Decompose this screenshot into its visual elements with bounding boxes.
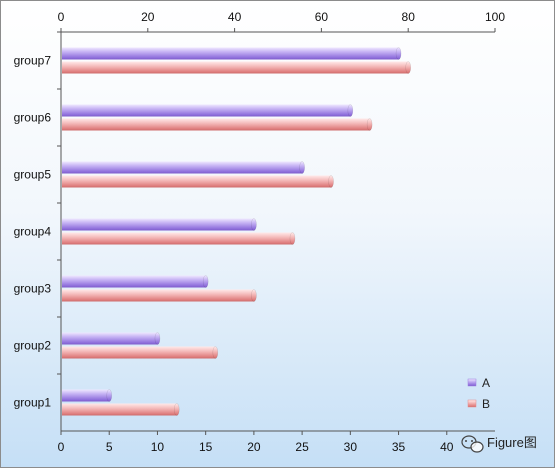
bar-A-group2: [62, 332, 158, 345]
bar-cap: [395, 47, 402, 60]
watermark: Figure图: [461, 435, 537, 453]
bottom-tick-label: 20: [247, 440, 261, 454]
bar-cap: [212, 346, 219, 359]
bar-A-group3: [62, 275, 206, 288]
bar-cap: [299, 161, 305, 174]
bar-A-group1: [62, 389, 110, 402]
bar-cap: [106, 389, 112, 402]
legend-label-A: A: [482, 376, 490, 390]
bar-B-group3: [62, 289, 254, 302]
watermark-text: Figure图: [487, 435, 537, 450]
bar-A-group6: [62, 104, 351, 117]
bottom-tick-label: 25: [295, 440, 309, 454]
top-tick-label: 0: [58, 10, 65, 24]
legend-swatch-B: [467, 399, 477, 408]
bar-cap: [251, 218, 257, 231]
bar-cap: [347, 104, 354, 117]
bar-B-group4: [62, 232, 293, 245]
bottom-tick-label: 30: [344, 440, 358, 454]
category-label: group3: [14, 282, 52, 296]
bottom-tick-label: 10: [151, 440, 165, 454]
top-tick-label: 80: [402, 10, 416, 24]
top-tick-label: 60: [315, 10, 329, 24]
category-label: group5: [14, 168, 52, 182]
wechat-icon: [461, 435, 484, 453]
legend-swatch-A: [467, 378, 477, 387]
bar-cap: [405, 61, 411, 74]
bar-cap: [251, 289, 257, 302]
category-label: group1: [14, 396, 52, 410]
bottom-tick-label: 15: [199, 440, 213, 454]
bar-cap: [328, 175, 334, 188]
bottom-tick-label: 5: [106, 440, 113, 454]
bar-B-group7: [62, 61, 409, 74]
top-tick-label: 20: [141, 10, 155, 24]
bar-A-group7: [62, 47, 399, 60]
category-label: group7: [14, 54, 52, 68]
bar-cap: [366, 118, 373, 131]
bar-cap: [173, 403, 180, 416]
bar-cap: [154, 332, 161, 345]
top-tick-label: 40: [228, 10, 242, 24]
bar-A-group5: [62, 161, 303, 174]
bar-cap: [202, 275, 209, 288]
category-label: group6: [14, 111, 52, 125]
category-label: group2: [14, 339, 52, 353]
bottom-tick-label: 0: [58, 440, 65, 454]
legend: AB: [467, 376, 490, 411]
top-tick-label: 100: [485, 10, 505, 24]
bottom-tick-label: 40: [440, 440, 454, 454]
bar-B-group1: [62, 403, 177, 416]
bar-cap: [289, 232, 296, 245]
category-label: group4: [14, 225, 52, 239]
legend-label-B: B: [482, 397, 490, 411]
bottom-tick-label: 35: [392, 440, 406, 454]
bar-B-group6: [62, 118, 370, 131]
bar-B-group2: [62, 346, 216, 359]
bar-A-group4: [62, 218, 254, 231]
bar-B-group5: [62, 175, 332, 188]
